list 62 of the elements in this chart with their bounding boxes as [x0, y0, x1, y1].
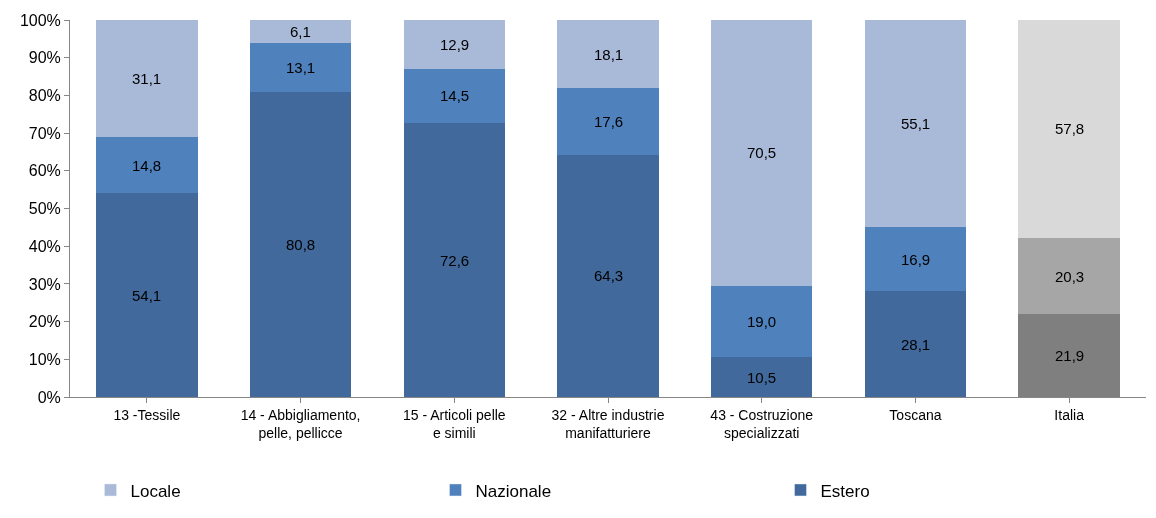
data-label: 80,8 — [286, 236, 316, 253]
data-label: 16,9 — [901, 251, 931, 268]
y-tick-label: 0% — [37, 388, 61, 406]
x-tick-label: 15 - Articoli pelle e simili — [402, 406, 506, 441]
bar — [96, 137, 198, 194]
y-tick-label: 40% — [28, 237, 61, 255]
x-tick-label: 43 - Costruzione specializzati — [710, 406, 814, 441]
bar — [557, 88, 659, 155]
y-tick-label: 100% — [19, 11, 61, 29]
y-tick-label: 10% — [28, 350, 61, 368]
data-label: 64,3 — [594, 267, 624, 284]
data-label: 14,5 — [440, 87, 470, 104]
legend-label: Locale — [130, 481, 181, 501]
bar — [710, 357, 813, 397]
bar — [403, 123, 506, 397]
data-label: 21,9 — [1055, 347, 1085, 364]
data-label: 28,1 — [901, 336, 931, 353]
data-label: 14,8 — [132, 157, 162, 174]
bar — [864, 20, 967, 228]
legend-label: Nazionale — [475, 481, 552, 501]
bar — [96, 20, 198, 138]
data-label: 19,0 — [747, 313, 777, 330]
x-tick-label: Toscana — [889, 406, 942, 423]
data-label: 10,5 — [747, 369, 777, 386]
data-label: 54,1 — [132, 287, 162, 304]
data-label: 12,9 — [440, 36, 470, 53]
bar — [557, 20, 659, 89]
data-label: 6,1 — [290, 23, 311, 40]
bar — [403, 68, 506, 124]
data-label: 20,3 — [1055, 268, 1085, 285]
bar — [96, 193, 198, 397]
y-tick-label: 70% — [28, 124, 61, 142]
data-label: 13,1 — [286, 59, 316, 76]
data-label: 70,5 — [747, 144, 777, 161]
bar — [864, 291, 967, 397]
data-label: 18,1 — [594, 46, 624, 63]
bar — [249, 20, 352, 43]
data-label: 57,8 — [1055, 120, 1085, 137]
y-tick-label: 30% — [28, 275, 61, 293]
bar — [864, 227, 967, 292]
x-tick-label: 32 - Altre industrie manifatturiere — [551, 406, 665, 441]
x-tick-label: 14 - Abbigliamento, pelle, pellicce — [240, 406, 361, 441]
data-label: 72,6 — [440, 252, 470, 269]
y-tick-label: 50% — [28, 200, 61, 218]
y-tick-label: 60% — [28, 162, 61, 180]
data-label: 31,1 — [132, 70, 162, 87]
y-tick-label: 20% — [28, 313, 61, 331]
bar — [249, 92, 352, 397]
y-tick-label: 80% — [28, 87, 61, 104]
bar — [1018, 237, 1120, 315]
data-label: 17,6 — [594, 113, 624, 130]
x-tick-label: 13 -Tessile — [113, 406, 181, 423]
bar — [710, 285, 813, 358]
data-label: 55,1 — [901, 115, 931, 132]
bar — [249, 43, 352, 93]
y-tick-label: 90% — [28, 49, 61, 67]
bar — [710, 20, 813, 286]
bar — [403, 20, 506, 69]
bar — [1018, 20, 1120, 238]
legend-label: Estero — [820, 481, 870, 501]
bar — [557, 154, 659, 397]
x-tick-label: Italia — [1054, 406, 1085, 423]
